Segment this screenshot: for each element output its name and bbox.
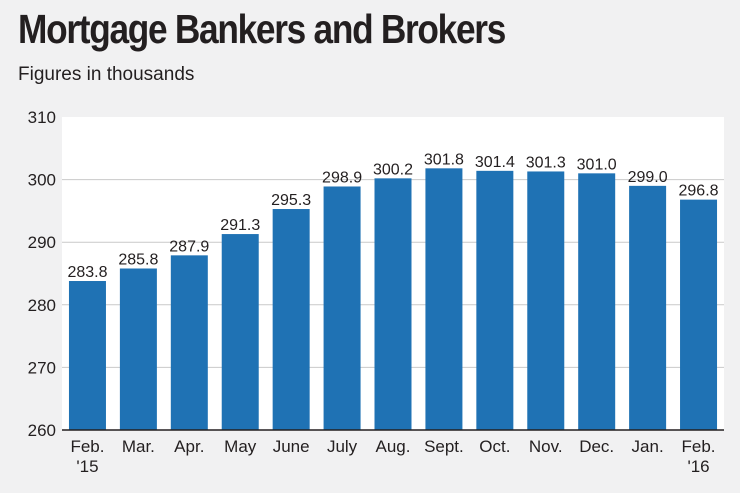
bar [119,268,157,430]
bar [68,281,106,430]
data-label: 298.9 [322,169,362,186]
data-label: 301.8 [424,151,464,168]
x-tick-label: Sept. [424,437,464,456]
data-label: 287.9 [169,238,209,255]
y-tick-label: 270 [28,358,56,377]
x-tick-label: '15 [76,457,98,476]
x-tick-label: Apr. [174,437,204,456]
x-tick-label: Jan. [632,437,664,456]
data-label: 296.8 [679,183,719,200]
bar [425,168,463,430]
x-tick-label: June [273,437,310,456]
bar [221,234,259,430]
bars [68,168,718,430]
bar [680,199,718,430]
x-tick-label: Nov. [529,437,563,456]
x-tick-label: '16 [687,457,709,476]
x-tick-label: Mar. [122,437,155,456]
x-tick-label: May [224,437,257,456]
y-tick-label: 260 [28,421,56,440]
x-tick-label: Feb. [682,437,716,456]
bar [323,186,361,430]
y-tick-label: 290 [28,233,56,252]
data-label: 299.0 [628,169,668,186]
x-tick-label: Aug. [376,437,411,456]
x-tick-label: Oct. [479,437,510,456]
bar [476,170,514,430]
bar [578,173,616,430]
y-tick-label: 280 [28,296,56,315]
y-tick-label: 300 [28,171,56,190]
bar [527,171,565,430]
data-label: 301.4 [475,154,515,171]
x-tick-label: Dec. [579,437,614,456]
data-label: 283.8 [67,264,107,281]
bar [170,255,208,430]
data-label: 300.2 [373,161,413,178]
y-axis: 260 270 280 290 300 310 [28,108,56,440]
bar [629,185,667,430]
data-label: 301.3 [526,154,566,171]
chart-title: Mortgage Bankers and Brokers [18,6,506,52]
data-label: 301.0 [577,156,617,173]
x-tick-label: Feb. [70,437,104,456]
data-labels: 283.8 285.8 287.9 291.3 295.3 298.9 300.2 301.8… [67,151,718,281]
data-label: 291.3 [220,217,260,234]
y-tick-label: 310 [28,108,56,127]
chart-subtitle: Figures in thousands [18,64,195,85]
bar [374,178,412,430]
bar [272,209,310,430]
data-label: 295.3 [271,192,311,209]
x-tick-label: July [327,437,358,456]
data-label: 285.8 [118,251,158,268]
